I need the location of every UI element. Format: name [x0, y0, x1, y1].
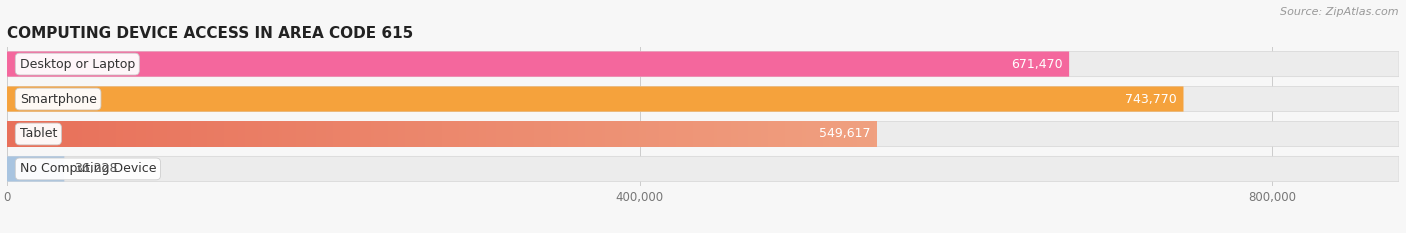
FancyBboxPatch shape: [7, 51, 1399, 77]
Text: 671,470: 671,470: [1011, 58, 1063, 71]
FancyBboxPatch shape: [7, 86, 1399, 112]
FancyBboxPatch shape: [7, 121, 876, 147]
Text: Desktop or Laptop: Desktop or Laptop: [20, 58, 135, 71]
FancyBboxPatch shape: [7, 86, 1184, 112]
Text: 743,770: 743,770: [1125, 93, 1177, 106]
Text: Smartphone: Smartphone: [20, 93, 97, 106]
FancyBboxPatch shape: [7, 51, 1069, 77]
Text: No Computing Device: No Computing Device: [20, 162, 156, 175]
Text: Tablet: Tablet: [20, 127, 58, 140]
Text: COMPUTING DEVICE ACCESS IN AREA CODE 615: COMPUTING DEVICE ACCESS IN AREA CODE 615: [7, 26, 413, 41]
Text: Source: ZipAtlas.com: Source: ZipAtlas.com: [1281, 7, 1399, 17]
Text: 36,228: 36,228: [75, 162, 117, 175]
FancyBboxPatch shape: [7, 121, 1399, 147]
FancyBboxPatch shape: [7, 156, 1399, 182]
FancyBboxPatch shape: [7, 156, 65, 182]
Text: 549,617: 549,617: [818, 127, 870, 140]
